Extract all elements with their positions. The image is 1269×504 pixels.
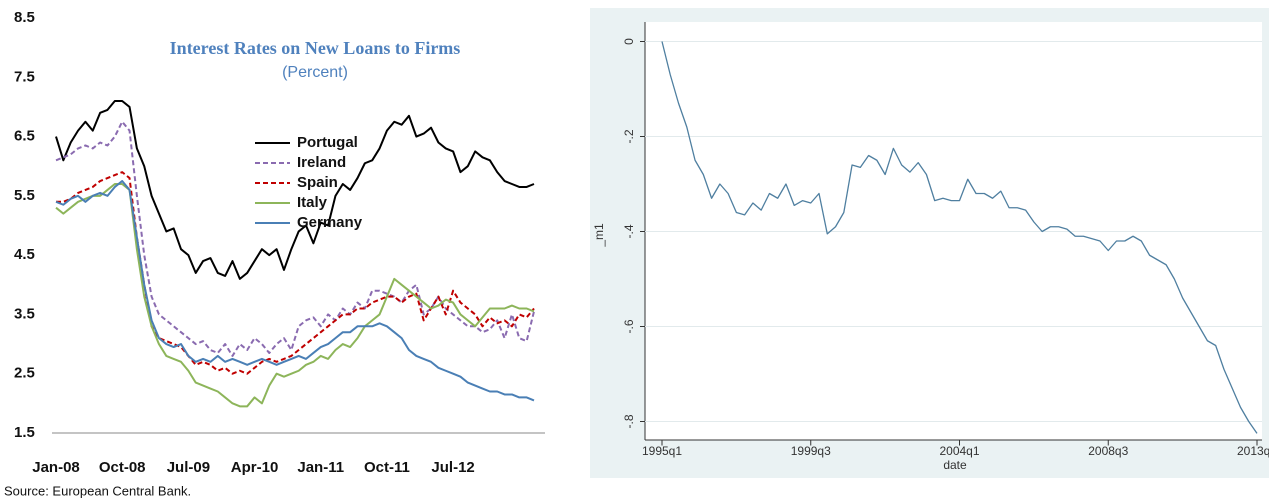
x-tick-label: 1995q1: [642, 444, 682, 458]
y-tick-label: 5.5: [14, 187, 35, 204]
y-tick-label: 1.5: [14, 424, 35, 441]
source-note: Source: European Central Bank.: [4, 483, 191, 498]
y-axis-label: _m1: [592, 223, 606, 248]
series-line: [55, 120, 535, 357]
x-tick-label: 2008q3: [1088, 444, 1128, 458]
x-tick-label: Jan-11: [297, 459, 344, 476]
x-tick-label: Jan-08: [32, 459, 80, 476]
left-chart: Interest Rates on New Loans to Firms (Pe…: [4, 9, 545, 498]
y-tick-label: -.6: [622, 319, 636, 333]
legend-label: Ireland: [297, 154, 346, 171]
right-chart: date _m1 -.8 -.6 -.4 -.2 0 1995q1 1999q3 2004q1…: [590, 8, 1269, 478]
series-line: [55, 180, 535, 402]
series-line: [56, 171, 535, 375]
x-tick-label: Oct-08: [99, 459, 146, 476]
chart-title: Interest Rates on New Loans to Firms: [170, 38, 461, 58]
x-tick-label: 1999q3: [791, 444, 831, 458]
legend-label: Italy: [297, 194, 328, 211]
x-axis-label: date: [943, 458, 967, 472]
y-tick-label: -.2: [622, 129, 636, 143]
y-tick-label: -.8: [622, 414, 636, 428]
y-tick-label: 6.5: [14, 128, 35, 145]
chart-subtitle: (Percent): [282, 64, 348, 81]
series-line: [55, 100, 535, 280]
x-tick-label: Jul-09: [167, 459, 210, 476]
x-tick-label: 2004q1: [939, 444, 979, 458]
series-line: [661, 41, 1258, 434]
legend-label: Germany: [297, 214, 363, 231]
y-tick-label: 8.5: [14, 9, 35, 26]
x-tick-label: Apr-10: [231, 459, 279, 476]
y-tick-label: 4.5: [14, 246, 35, 263]
legend-label: Spain: [297, 174, 338, 191]
y-tick-label: 2.5: [14, 365, 35, 382]
series-line: [55, 183, 535, 408]
y-tick-label: 7.5: [14, 68, 35, 85]
y-tick-label: -.4: [622, 224, 636, 238]
x-tick-label: 2013q1: [1237, 444, 1269, 458]
legend-label: Portugal: [297, 134, 358, 151]
x-tick-label: Oct-11: [364, 459, 410, 476]
x-tick-label: Jul-12: [431, 459, 474, 476]
y-tick-label: 3.5: [14, 305, 35, 322]
y-tick-label: 0: [622, 38, 636, 45]
